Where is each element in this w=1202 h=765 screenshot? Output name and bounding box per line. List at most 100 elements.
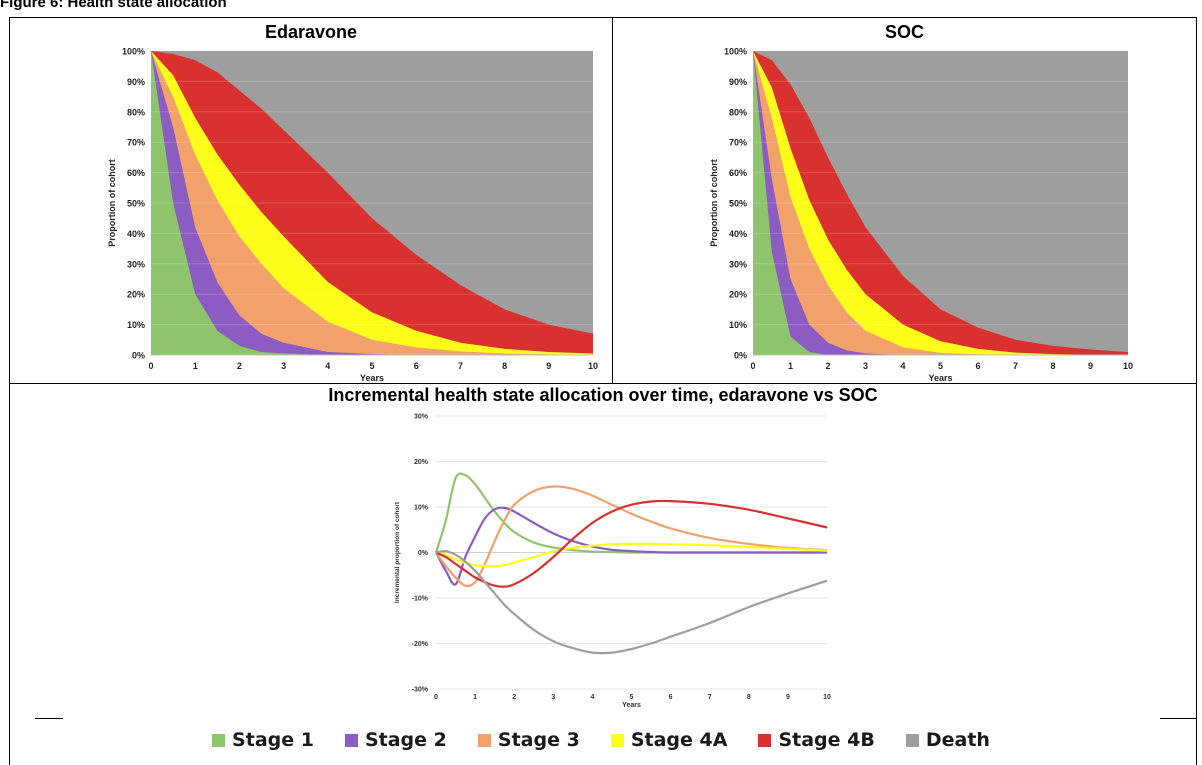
figure-title: Figure 6: Health state allocation xyxy=(0,0,227,11)
legend-item: Stage 4B xyxy=(758,729,875,751)
x-tick-label: 6 xyxy=(975,361,980,371)
y-tick-label: 60% xyxy=(729,168,747,178)
y-tick-label: 0% xyxy=(418,550,429,557)
x-tick-label: 0 xyxy=(148,361,153,371)
x-tick-label: 3 xyxy=(863,361,868,371)
y-tick-label: -10% xyxy=(412,596,429,603)
incremental-chart: -30% -20% -10% 0% 10% 20% 30% 0 1 2 3 4 5 6 7 8 9 10 Years… xyxy=(394,414,831,710)
legend-swatch xyxy=(610,733,624,747)
x-tick-label: 9 xyxy=(1088,361,1093,371)
legend-swatch xyxy=(212,733,226,747)
legend-label: Stage 4B xyxy=(778,729,875,751)
legend-label: Death xyxy=(925,729,990,751)
area-stage-1 xyxy=(151,51,593,355)
legend-item: Stage 2 xyxy=(344,729,447,751)
y-tick-label: 90% xyxy=(127,77,145,87)
y-tick-label: 70% xyxy=(127,138,145,148)
edaravone-panel-title: Edaravone xyxy=(264,22,358,42)
soc-panel-title: SOC xyxy=(884,22,924,42)
legend-item: Stage 3 xyxy=(477,729,580,751)
y-tick-label: 30% xyxy=(729,259,747,269)
y-tick-label: 10% xyxy=(414,505,429,512)
x-tick-label: 5 xyxy=(369,361,374,371)
y-tick-label: 40% xyxy=(127,229,145,239)
legend-swatch xyxy=(344,733,358,747)
legend-item: Stage 4A xyxy=(610,729,728,751)
x-tick-label: 3 xyxy=(551,694,555,701)
legend-label: Stage 1 xyxy=(232,729,314,751)
x-tick-label: 10 xyxy=(1123,361,1133,371)
y-tick-label: 20% xyxy=(127,290,145,300)
y-tick-label: 50% xyxy=(729,199,747,209)
x-axis-label: Years xyxy=(622,702,641,709)
x-tick-label: 10 xyxy=(823,694,831,701)
legend-item: Death xyxy=(905,729,990,751)
legend-label: Stage 2 xyxy=(364,729,447,751)
edaravone-panel: Edaravone 0% 10% 20% 30% 40% 50% 60% 70% 80% 90% 1… xyxy=(9,17,613,384)
x-tick-label: 1 xyxy=(473,694,477,701)
y-tick-label: 60% xyxy=(127,168,145,178)
legend-divider-right xyxy=(1160,718,1197,719)
x-tick-label: 6 xyxy=(669,694,673,701)
x-tick-label: 5 xyxy=(938,361,943,371)
incremental-panel-title: Incremental health state allocation over… xyxy=(328,385,878,405)
y-axis-label: Incremental proportion of cohort xyxy=(394,501,401,603)
x-tick-label: 0 xyxy=(434,694,438,701)
x-tick-label: 1 xyxy=(193,361,198,371)
y-tick-label: 40% xyxy=(729,229,747,239)
x-tick-label: 6 xyxy=(414,361,419,371)
series-line-stage-2 xyxy=(435,506,827,586)
legend-swatch xyxy=(905,733,919,747)
x-tick-label: 1 xyxy=(788,361,793,371)
legend-swatch xyxy=(758,733,772,747)
legend-label: Stage 4A xyxy=(630,729,728,751)
y-tick-label: 30% xyxy=(414,414,429,421)
soc-chart: 0% 10% 20% 30% 40% 50% 60% 70% 80% 90% 100% 0 1 2 3 4 5 6… xyxy=(709,47,1133,383)
y-tick-label: 30% xyxy=(127,259,145,269)
area-stage-4a xyxy=(753,51,1128,355)
y-tick-label: 100% xyxy=(724,47,747,57)
legend-divider-left xyxy=(35,718,63,719)
legend-item: Stage 1 xyxy=(212,729,314,751)
y-tick-label: 100% xyxy=(122,47,145,57)
x-tick-label: 7 xyxy=(1013,361,1018,371)
x-tick-label: 0 xyxy=(750,361,755,371)
y-tick-label: 70% xyxy=(729,138,747,148)
edaravone-chart: 0% 10% 20% 30% 40% 50% 60% 70% 80% 90% 100% 0 1 2 3 4 5 6… xyxy=(107,47,598,383)
y-tick-label: 20% xyxy=(729,290,747,300)
x-axis-label: Years xyxy=(360,373,384,382)
incremental-panel: Incremental health state allocation over… xyxy=(9,383,1197,765)
x-tick-label: 10 xyxy=(588,361,598,371)
x-tick-label: 3 xyxy=(281,361,286,371)
x-tick-label: 4 xyxy=(900,361,905,371)
x-tick-label: 2 xyxy=(237,361,242,371)
y-tick-label: 0% xyxy=(734,351,747,361)
y-tick-label: 10% xyxy=(729,320,747,330)
y-tick-label: 10% xyxy=(127,320,145,330)
x-tick-label: 7 xyxy=(458,361,463,371)
x-tick-label: 2 xyxy=(825,361,830,371)
series-line-stage-4a xyxy=(435,542,828,568)
x-tick-label: 9 xyxy=(786,694,790,701)
y-tick-label: 0% xyxy=(132,351,145,361)
area-stage-3 xyxy=(151,51,593,355)
y-tick-label: 20% xyxy=(414,459,429,466)
x-tick-label: 9 xyxy=(546,361,551,371)
series-line-stage-4b xyxy=(435,499,828,588)
y-tick-label: 50% xyxy=(127,199,145,209)
x-tick-label: 7 xyxy=(708,694,712,701)
series-line-stage-3 xyxy=(435,485,828,588)
x-tick-label: 8 xyxy=(747,694,751,701)
x-tick-label: 4 xyxy=(325,361,330,371)
soc-panel: SOC 0% 10% 20% 30% 40% 50% 60% 70% 80% 90% 100% 0 1 2… xyxy=(612,17,1197,384)
y-tick-label: 90% xyxy=(729,77,747,87)
legend-label: Stage 3 xyxy=(497,729,580,751)
y-tick-label: 80% xyxy=(729,107,747,117)
x-tick-label: 5 xyxy=(630,694,634,701)
area-stage-2 xyxy=(753,51,1128,355)
x-tick-label: 8 xyxy=(1050,361,1055,371)
legend: Stage 1 Stage 2 Stage 3 Stage 4A Stage 4… xyxy=(0,729,1202,751)
legend-swatch xyxy=(477,733,491,747)
y-tick-label: -30% xyxy=(412,687,429,694)
series-line-death xyxy=(435,549,828,655)
